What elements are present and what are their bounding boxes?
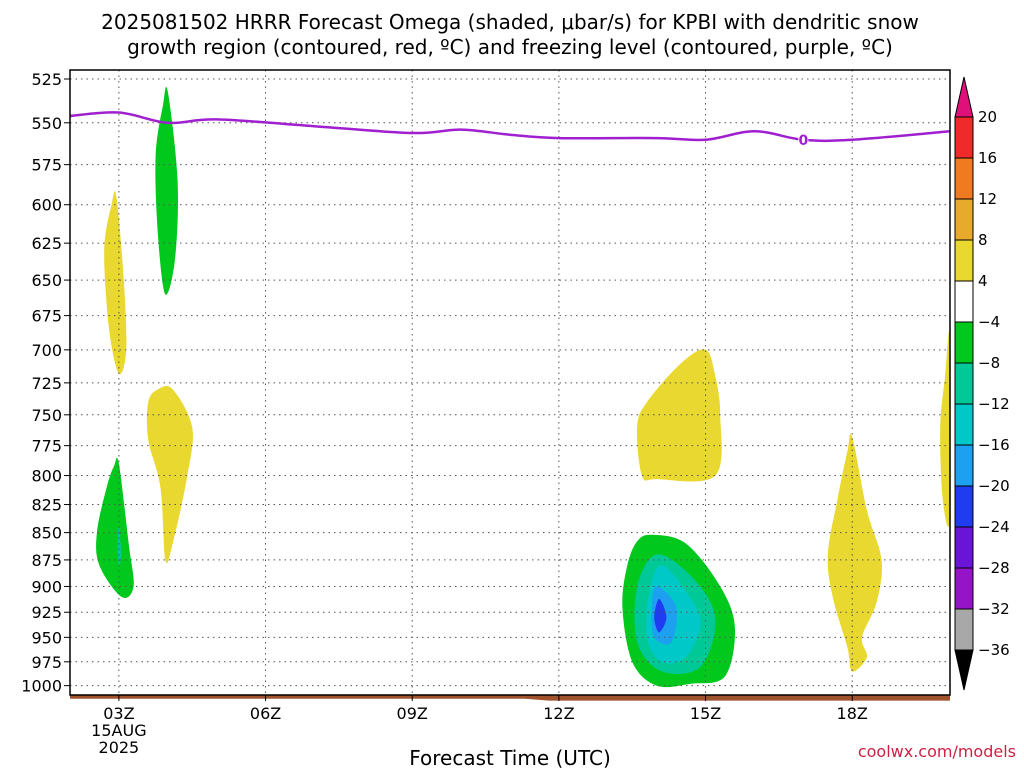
freezing-level-contour: 0 bbox=[69, 111, 951, 149]
x-tick-label-09Z: 09Z bbox=[397, 704, 428, 723]
colorbar-label-0: 20 bbox=[978, 108, 997, 126]
x-axis-label: Forecast Time (UTC) bbox=[409, 746, 611, 768]
colorbar-label-4: 4 bbox=[978, 272, 988, 290]
colorbar-band-2 bbox=[954, 198, 974, 241]
freezing-level-label-bg bbox=[798, 131, 809, 147]
colorbar-label-10: −24 bbox=[978, 518, 1010, 536]
colorbar-band-7 bbox=[954, 403, 974, 446]
freezing-level-label: 0 bbox=[798, 133, 808, 149]
omega-region-5 bbox=[636, 349, 722, 482]
omega-region-4 bbox=[117, 526, 122, 566]
chart-title-line-2: growth region (contoured, red, ºC) and f… bbox=[127, 35, 893, 59]
y-tick-label-850: 850 bbox=[31, 524, 62, 543]
chart-title-line-1: 2025081502 HRRR Forecast Omega (shaded, … bbox=[101, 10, 919, 34]
y-tick-label-950: 950 bbox=[31, 628, 62, 647]
colorbar-label-1: 16 bbox=[978, 149, 997, 167]
y-tick-label-600: 600 bbox=[31, 196, 62, 215]
y-tick-label-725: 725 bbox=[31, 374, 62, 393]
colorbar-band-1 bbox=[954, 157, 974, 200]
x-tick-label-15Z: 15Z bbox=[690, 704, 721, 723]
colorbar-label-11: −28 bbox=[978, 559, 1010, 577]
colorbar-label-7: −12 bbox=[978, 395, 1010, 413]
colorbar-band-4 bbox=[954, 280, 974, 323]
y-tick-label-925: 925 bbox=[31, 603, 62, 622]
colorbar-label-2: 12 bbox=[978, 190, 997, 208]
y-tick-label-975: 975 bbox=[31, 653, 62, 672]
y-tick-label-525: 525 bbox=[31, 70, 62, 89]
colorbar: 20 16 12 8 4 −4 −8 −12 −16 −20 −24 −28 −32 −36 bbox=[954, 76, 1010, 691]
colorbar-label-3: 8 bbox=[978, 231, 988, 249]
omega-region-3 bbox=[96, 457, 134, 598]
y-tick-label-550: 550 bbox=[31, 114, 62, 133]
credit-text: coolwx.com/models bbox=[858, 742, 1016, 761]
colorbar-top-arrow bbox=[954, 76, 974, 118]
colorbar-label-13: −36 bbox=[978, 641, 1010, 659]
colorbar-band-10 bbox=[954, 526, 974, 569]
y-tick-label-575: 575 bbox=[31, 156, 62, 175]
omega-region-2 bbox=[146, 386, 193, 564]
y-tick-label-875: 875 bbox=[31, 551, 62, 570]
colorbar-label-12: −32 bbox=[978, 600, 1010, 618]
omega-region-1 bbox=[155, 86, 178, 295]
colorbar-band-3 bbox=[954, 239, 974, 282]
grid-lines bbox=[70, 70, 950, 695]
colorbar-label-6: −8 bbox=[978, 354, 1000, 372]
x-tick-date: 15AUG bbox=[91, 721, 146, 740]
colorbar-band-9 bbox=[954, 485, 974, 528]
freezing-level-line bbox=[69, 111, 951, 143]
y-axis-ticks: 525 550 575 600 625 650 675 700 725 750 775 800 825 8… bbox=[21, 70, 70, 696]
x-tick-year: 2025 bbox=[99, 738, 140, 757]
omega-region-12 bbox=[940, 330, 950, 527]
x-tick-label-06Z: 06Z bbox=[250, 704, 281, 723]
ground-surface bbox=[70, 695, 950, 701]
y-tick-label-675: 675 bbox=[31, 307, 62, 326]
y-tick-label-1000: 1000 bbox=[21, 677, 62, 696]
ground-fill bbox=[70, 695, 950, 701]
omega-region-10 bbox=[654, 598, 667, 633]
colorbar-band-5 bbox=[954, 321, 974, 364]
colorbar-band-8 bbox=[954, 444, 974, 487]
colorbar-label-8: −16 bbox=[978, 436, 1010, 454]
colorbar-label-5: −4 bbox=[978, 313, 1000, 331]
colorbar-band-11 bbox=[954, 567, 974, 610]
colorbar-label-9: −20 bbox=[978, 477, 1010, 495]
y-tick-label-775: 775 bbox=[31, 437, 62, 456]
y-tick-label-700: 700 bbox=[31, 341, 62, 360]
omega-region-0 bbox=[104, 191, 127, 375]
x-tick-label-18Z: 18Z bbox=[837, 704, 868, 723]
colorbar-band-6 bbox=[954, 362, 974, 405]
y-tick-label-900: 900 bbox=[31, 577, 62, 596]
colorbar-band-12 bbox=[954, 608, 974, 651]
y-tick-label-625: 625 bbox=[31, 234, 62, 253]
colorbar-band-0 bbox=[954, 116, 974, 159]
x-tick-label-12Z: 12Z bbox=[543, 704, 574, 723]
y-tick-label-800: 800 bbox=[31, 467, 62, 486]
y-tick-label-750: 750 bbox=[31, 406, 62, 425]
x-tick-label-03Z: 03Z bbox=[103, 704, 134, 723]
y-tick-label-825: 825 bbox=[31, 496, 62, 515]
y-tick-label-650: 650 bbox=[31, 271, 62, 290]
colorbar-bottom-arrow bbox=[954, 649, 974, 691]
